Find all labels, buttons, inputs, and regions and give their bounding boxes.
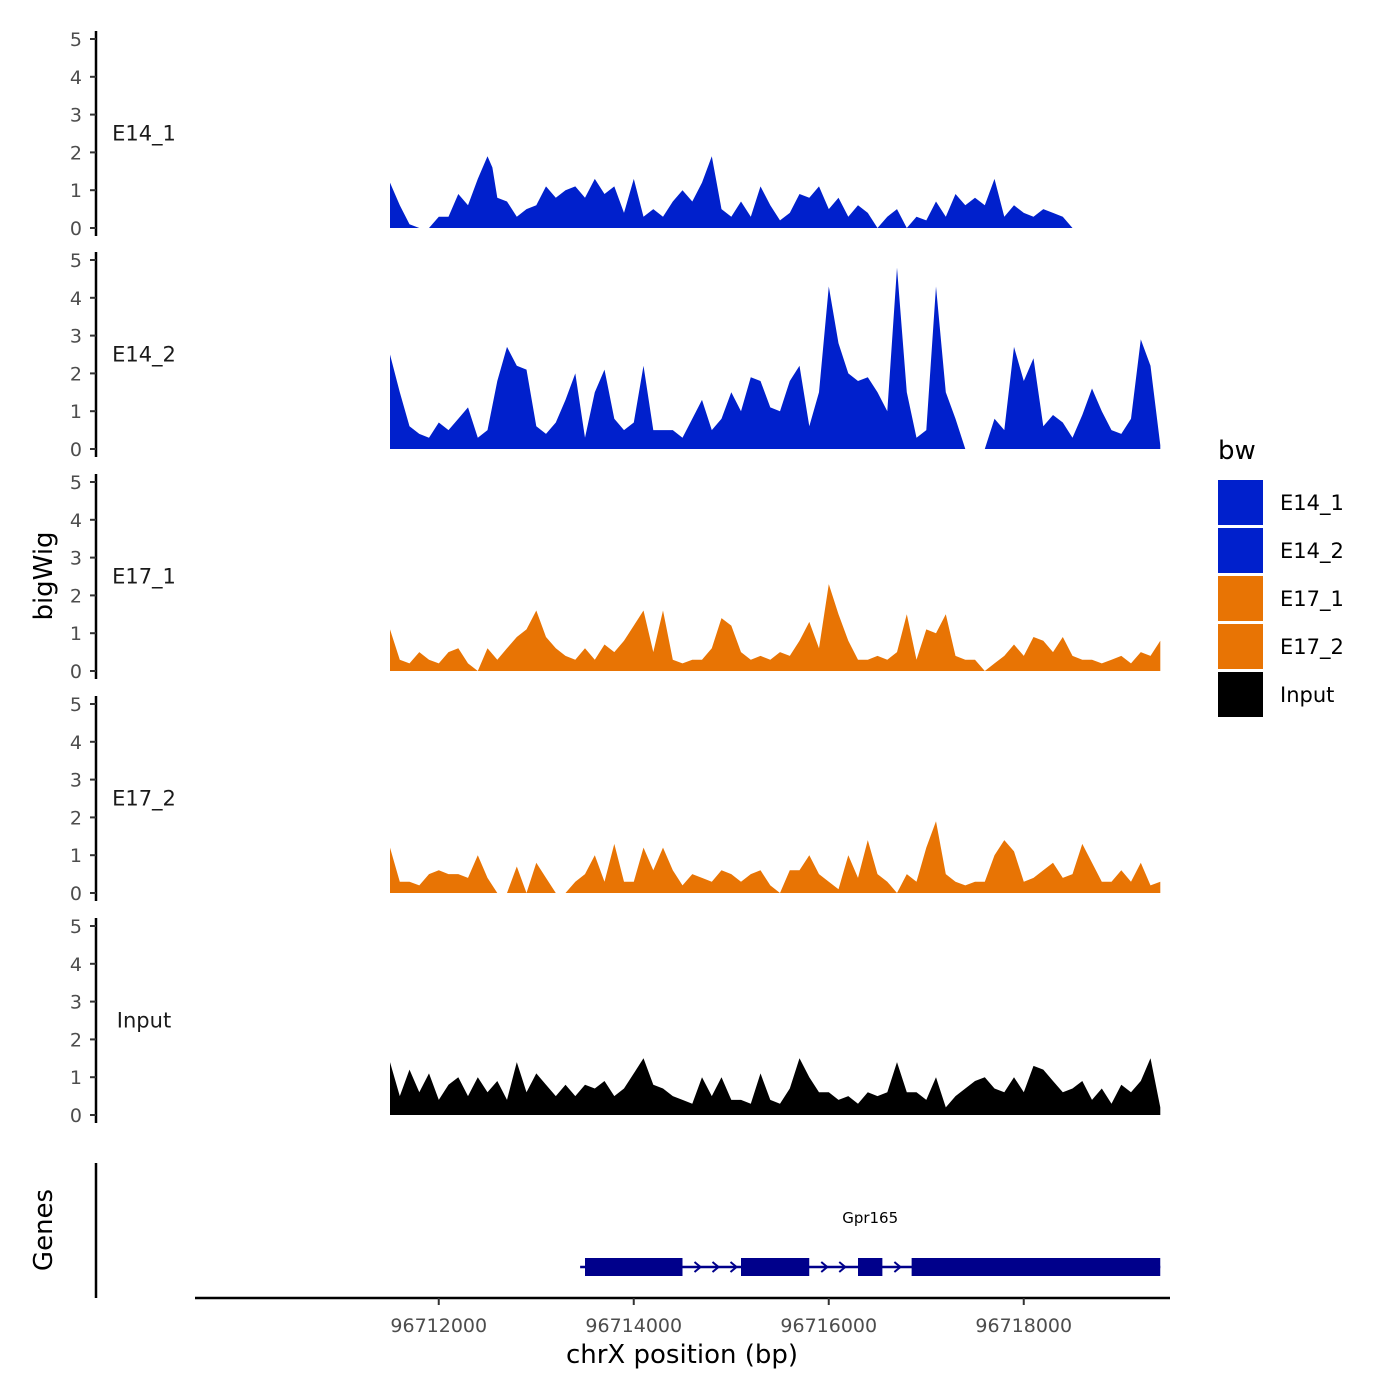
gene-exon	[858, 1258, 883, 1276]
x-ticks: 96712000 96714000 96716000 96718000	[390, 1298, 1072, 1337]
legend-label: E14_1	[1280, 491, 1344, 516]
track-panels: 0 1 2 3 4 5 E14_1 0 1 2 3 4 5 E14_2 0 1 2 3 4 5 E17_1 0 1 2 3 4 5 E…	[70, 29, 1161, 1127]
legend-item-input: Input	[1218, 672, 1334, 717]
y-tick-label: 5	[70, 694, 82, 716]
y-tick-label: 0	[70, 1105, 82, 1127]
y-tick-label: 2	[70, 585, 82, 607]
legend-swatch	[1218, 576, 1263, 621]
legend: bw E14_1 E14_2 E17_1 E17_2 Input	[1218, 436, 1344, 717]
legend-label: E17_2	[1280, 635, 1344, 660]
y-tick-label: 5	[70, 472, 82, 494]
strand-arrow	[893, 1261, 902, 1273]
strand-arrow	[693, 1261, 703, 1273]
y-tick-label: 2	[70, 363, 82, 385]
strand-arrow	[820, 1261, 829, 1273]
gene-exon	[585, 1258, 683, 1276]
y-tick-label: 5	[70, 29, 82, 51]
signal-area-e14_1	[390, 156, 1122, 228]
y-tick-label: 4	[70, 288, 82, 310]
x-tick-label: 96716000	[780, 1315, 877, 1337]
track-e14_1: 0 1 2 3 4 5 E14_1	[70, 29, 1122, 240]
track-e17_1: 0 1 2 3 4 5 E17_1	[70, 472, 1161, 683]
y-tick-label: 3	[70, 770, 82, 792]
y-tick-label: 4	[70, 67, 82, 89]
y-tick-label: 4	[70, 510, 82, 532]
x-axis: 96712000 96714000 96716000 96718000 chrX po…	[195, 1296, 1170, 1370]
x-tick-label: 96718000	[975, 1315, 1072, 1337]
y-tick-label: 4	[70, 732, 82, 754]
x-tick-label: 96712000	[390, 1315, 487, 1337]
track-label: E14_2	[112, 343, 176, 368]
y-tick-label: 1	[70, 180, 82, 202]
y-tick-label: 4	[70, 954, 82, 976]
track-label: Input	[117, 1009, 171, 1033]
y-tick-label: 5	[70, 250, 82, 272]
legend-items: E14_1 E14_2 E17_1 E17_2 Input	[1218, 480, 1344, 717]
y-tick-label: 2	[70, 142, 82, 164]
gene-gpr165: Gpr165	[580, 1209, 1161, 1276]
legend-swatch	[1218, 624, 1263, 669]
legend-swatch	[1218, 528, 1263, 573]
legend-item-e14_1: E14_1	[1218, 480, 1344, 525]
track-input: 0 1 2 3 4 5 Input	[70, 916, 1161, 1127]
legend-item-e17_2: E17_2	[1218, 624, 1344, 669]
y-axis-title: bigWig	[29, 531, 59, 620]
legend-label: E14_2	[1280, 539, 1344, 564]
x-tick-label: 96714000	[585, 1315, 682, 1337]
gene-models: Gpr165	[580, 1209, 1161, 1276]
legend-label: E17_1	[1280, 587, 1344, 612]
track-label: E17_2	[112, 787, 176, 812]
track-e14_2: 0 1 2 3 4 5 E14_2	[70, 250, 1161, 461]
legend-swatch	[1218, 480, 1263, 525]
y-tick-label: 0	[70, 439, 82, 461]
strand-arrow	[838, 1261, 847, 1273]
y-tick-label: 3	[70, 105, 82, 127]
strand-arrow	[711, 1261, 721, 1273]
y-tick-label: 3	[70, 548, 82, 570]
signal-area-e17_1	[390, 584, 1161, 671]
legend-item-e17_1: E17_1	[1218, 576, 1344, 621]
gene-exon	[741, 1258, 810, 1276]
track-e17_2: 0 1 2 3 4 5 E17_2	[70, 694, 1161, 905]
signal-area-e17_2	[390, 821, 1161, 893]
y-tick-label: 2	[70, 1029, 82, 1051]
track-label: E14_1	[112, 122, 176, 147]
genes-track-title: Genes	[29, 1189, 59, 1271]
signal-area-e14_2	[390, 267, 1161, 449]
gene-name-label: Gpr165	[842, 1209, 898, 1227]
legend-label: Input	[1280, 683, 1334, 707]
track-label: E17_1	[112, 565, 176, 590]
y-tick-label: 3	[70, 992, 82, 1014]
y-tick-label: 0	[70, 661, 82, 683]
y-tick-label: 1	[70, 1067, 82, 1089]
x-axis-title: chrX position (bp)	[566, 1340, 798, 1370]
legend-title: bw	[1218, 436, 1256, 466]
y-tick-label: 1	[70, 623, 82, 645]
genes-panel: Genes Gpr165	[29, 1163, 1161, 1298]
gene-exon	[911, 1258, 1161, 1276]
legend-swatch	[1218, 672, 1263, 717]
legend-item-e14_2: E14_2	[1218, 528, 1344, 573]
y-tick-label: 3	[70, 326, 82, 348]
strand-arrow	[729, 1261, 739, 1273]
y-tick-label: 2	[70, 807, 82, 829]
signal-area-input	[390, 1058, 1161, 1115]
y-tick-label: 0	[70, 883, 82, 905]
y-tick-label: 1	[70, 401, 82, 423]
y-tick-label: 5	[70, 916, 82, 938]
y-tick-label: 1	[70, 845, 82, 867]
y-tick-label: 0	[70, 218, 82, 240]
